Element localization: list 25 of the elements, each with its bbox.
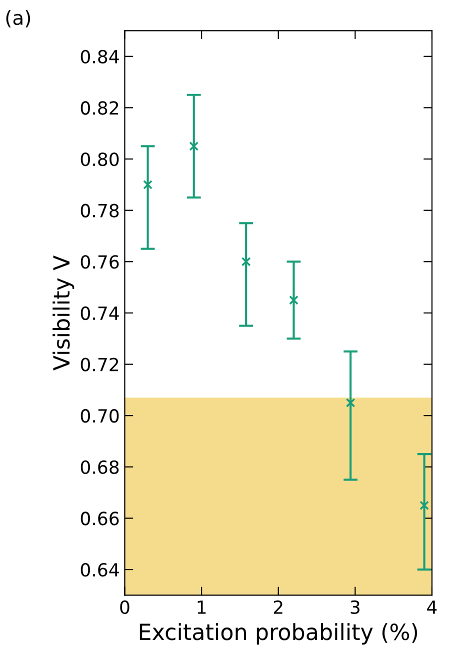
x-tick-label: 2 <box>274 600 282 614</box>
y-tick-label: 0.78 <box>80 204 119 218</box>
y-tick-label: 0.70 <box>80 409 119 423</box>
y-tick-label: 0.64 <box>80 562 119 577</box>
y-tick-label: 0.66 <box>80 512 119 526</box>
point <box>241 256 251 266</box>
x-axis-title: Excitation probability (%) <box>140 623 418 645</box>
y-tick-label: 0.76 <box>80 255 119 269</box>
x-tick-label: 4 <box>427 600 437 614</box>
text: (a) <box>6 10 30 28</box>
y-tick-label: 0.84 <box>80 50 119 64</box>
point <box>420 500 429 510</box>
point <box>289 295 298 305</box>
y-tick-label: 0.74 <box>80 306 119 320</box>
x-tick-label: 1 <box>198 600 206 614</box>
point <box>189 141 199 151</box>
y-tick-label: 0.82 <box>80 101 118 115</box>
x-tick-label: 3 <box>350 600 360 614</box>
y-tick-label: 0.80 <box>80 152 119 166</box>
y-axis-title: Visibility V <box>52 255 74 370</box>
x-tick-label: 0 <box>120 600 130 614</box>
y-tick-label: 0.68 <box>80 460 119 474</box>
point <box>143 180 152 190</box>
point <box>346 398 356 408</box>
y-tick-label: 0.72 <box>80 358 118 372</box>
